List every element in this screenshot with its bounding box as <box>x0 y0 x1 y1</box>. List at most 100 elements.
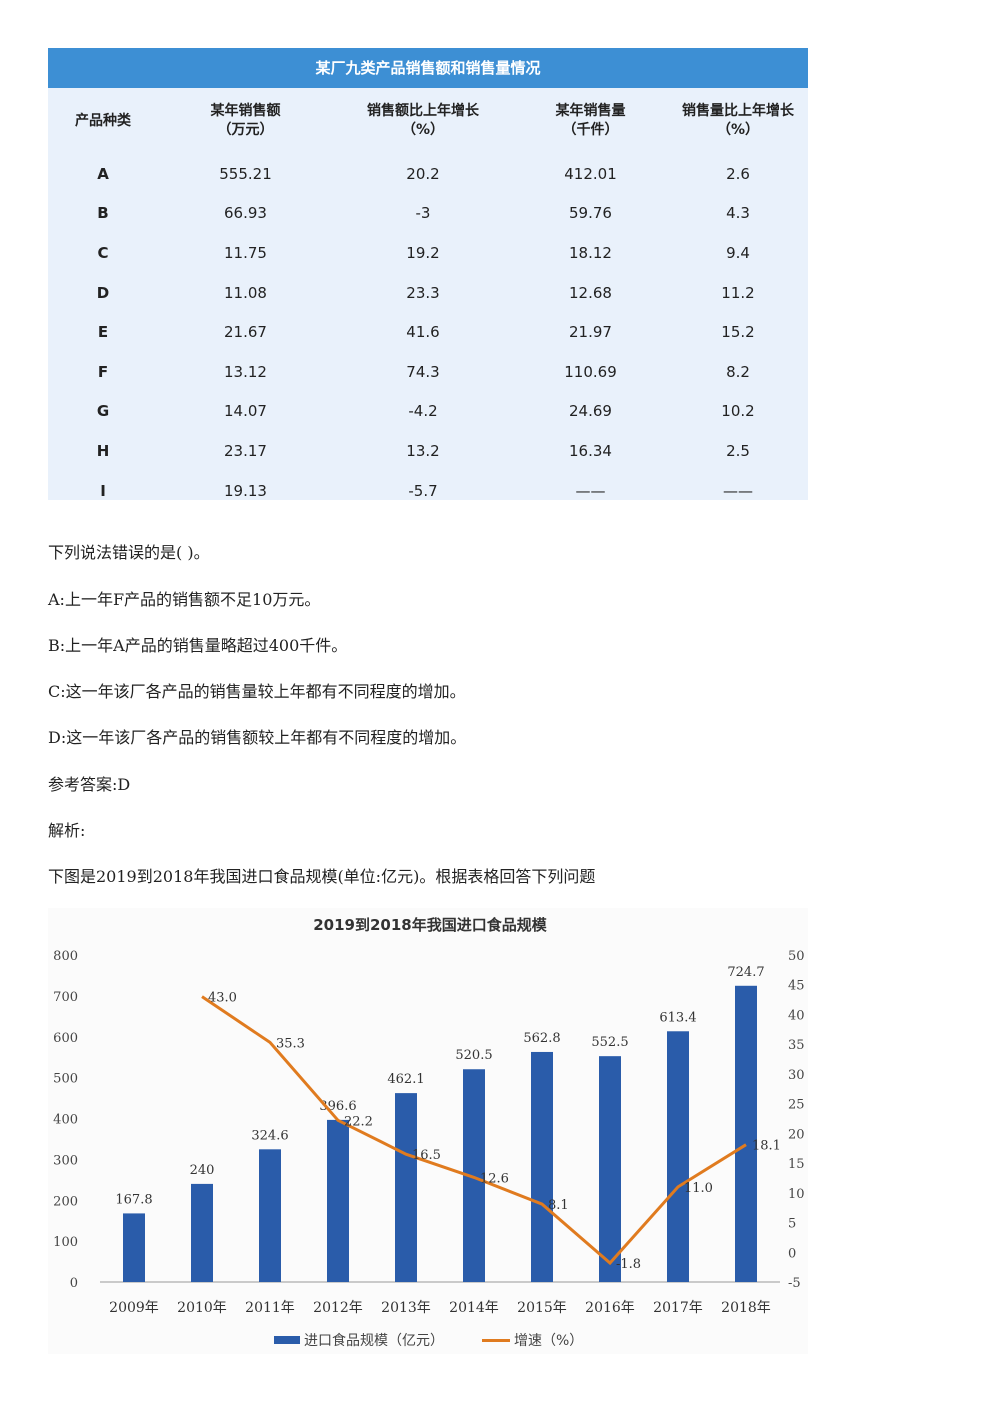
right-axis-tick-label: 25 <box>788 1098 805 1113</box>
product-cell: H <box>96 441 110 460</box>
value-cell: 18.12 <box>569 243 612 262</box>
table-row: B 66.93 -3 59.76 4.3 <box>48 194 808 234</box>
option-d: D:这一年该厂各产品的销售额较上年都有不同程度的增加。 <box>48 728 467 747</box>
right-axis-tick-label: 0 <box>788 1246 796 1261</box>
import-food-chart: 2019到2018年我国进口食品规模 0 100 200 300 400 500 600 70… <box>48 908 808 1354</box>
right-axis-tick-label: 15 <box>788 1157 805 1172</box>
value-cell: 24.69 <box>569 402 612 421</box>
left-axis-tick-label: 100 <box>53 1235 78 1250</box>
value-cell: 23.17 <box>224 441 267 460</box>
table-row: I 19.13 -5.7 —— —— <box>48 471 808 511</box>
legend-bar-item: 进口食品规模（亿元） <box>274 1330 444 1350</box>
question-stem: 下列说法错误的是( )。 <box>48 543 210 562</box>
legend-line-swatch <box>482 1338 510 1342</box>
value-cell: 11.75 <box>224 243 267 262</box>
x-axis-category-label: 2012年 <box>313 1300 363 1316</box>
right-axis-tick-label: 35 <box>788 1038 805 1053</box>
left-axis-tick-label: 700 <box>53 990 78 1005</box>
bar-value-label: 462.1 <box>387 1072 424 1087</box>
right-axis-tick-label: 40 <box>788 1008 805 1023</box>
right-axis-tick-label: -5 <box>788 1276 801 1291</box>
value-cell: 21.97 <box>569 323 612 342</box>
left-axis-tick-label: 300 <box>53 1153 78 1168</box>
right-axis-tick-label: 30 <box>788 1068 805 1083</box>
bar-value-label: 520.5 <box>455 1048 492 1063</box>
x-axis-category-label: 2017年 <box>653 1300 703 1316</box>
value-cell: 19.13 <box>224 481 267 500</box>
bar <box>667 1031 689 1282</box>
value-cell: 14.07 <box>224 402 267 421</box>
table-body: A 555.21 20.2 412.01 2.6 B 66.93 -3 59.76 4.3 C 11.… <box>48 154 808 510</box>
legend-line-label: 增速（%） <box>514 1333 584 1349</box>
table-title: 某厂九类产品销售额和销售量情况 <box>48 48 808 88</box>
option-c: C:这一年该厂各产品的销售量较上年都有不同程度的增加。 <box>48 682 466 701</box>
value-cell: 19.2 <box>406 243 440 262</box>
value-cell: 16.34 <box>569 441 612 460</box>
value-cell: 15.2 <box>721 323 755 342</box>
x-axis-category-label: 2016年 <box>585 1300 635 1316</box>
x-axis-category-label: 2009年 <box>109 1300 159 1316</box>
value-cell: —— <box>723 481 753 500</box>
line-value-label: 8.1 <box>548 1198 569 1213</box>
value-cell: 74.3 <box>406 362 440 381</box>
value-cell: 11.08 <box>224 283 267 302</box>
right-axis-tick-label: 45 <box>788 979 805 994</box>
value-cell: 4.3 <box>726 204 750 223</box>
bar <box>327 1119 349 1282</box>
data-table-figure: 某厂九类产品销售额和销售量情况 产品种类 某年销售额 （万元） 销售额比上年增长 （… <box>48 48 808 500</box>
line-value-label: 18.1 <box>752 1139 781 1154</box>
product-cell: I <box>100 481 106 500</box>
column-header: 销售量比上年增长 （%） <box>682 103 794 138</box>
value-cell: 12.68 <box>569 283 612 302</box>
value-cell: —— <box>575 481 606 500</box>
bar <box>395 1093 417 1282</box>
x-axis-category-label: 2011年 <box>245 1300 295 1316</box>
value-cell: 20.2 <box>406 164 440 183</box>
bar-value-label: 240 <box>190 1163 215 1178</box>
bar <box>735 985 757 1282</box>
legend-line-item: 增速（%） <box>482 1330 583 1350</box>
bar <box>463 1069 485 1282</box>
line-value-label: -1.8 <box>616 1257 641 1272</box>
value-cell: 66.93 <box>224 204 267 223</box>
product-cell: G <box>96 402 110 421</box>
line-data-labels: 43.0 35.3 22.2 16.5 12.6 8.1 -1.8 11.0 18.1 <box>208 991 781 1272</box>
column-header: 某年销售额 （万元） <box>210 103 281 138</box>
value-cell: 59.76 <box>569 204 612 223</box>
bar-value-label: 562.8 <box>523 1031 560 1046</box>
legend-bar-label: 进口食品规模（亿元） <box>304 1333 444 1349</box>
line-value-label: 16.5 <box>412 1148 441 1163</box>
table-row: C 11.75 19.2 18.12 9.4 <box>48 233 808 273</box>
table-header-row: 产品种类 某年销售额 （万元） 销售额比上年增长 （%） 某年销售量 （千件） 销售量比… <box>48 88 808 154</box>
x-axis-category-label: 2018年 <box>721 1300 771 1316</box>
x-axis-labels: 2009年 2010年 2011年 2012年 2013年 2014年 2015年 2016年… <box>109 1300 771 1316</box>
value-cell: 2.5 <box>726 441 750 460</box>
product-cell: A <box>97 164 109 183</box>
bar-value-label: 167.8 <box>115 1192 152 1207</box>
left-axis-tick-label: 800 <box>53 949 78 964</box>
line-value-label: 22.2 <box>344 1114 373 1129</box>
left-axis-tick-label: 200 <box>53 1194 78 1209</box>
bar-value-label: 724.7 <box>727 965 764 980</box>
value-cell: 23.3 <box>406 283 440 302</box>
value-cell: 9.4 <box>726 243 750 262</box>
x-axis-category-label: 2013年 <box>381 1300 431 1316</box>
table-row: E 21.67 41.6 21.97 15.2 <box>48 312 808 352</box>
product-cell: C <box>97 243 109 262</box>
right-axis-ticks: -5 0 5 10 15 20 25 30 35 40 45 50 <box>788 949 805 1291</box>
value-cell: 41.6 <box>406 323 440 342</box>
chart-intro-text: 下图是2019到2018年我国进口食品规模(单位:亿元)。根据表格回答下列问题 <box>48 867 596 886</box>
value-cell: 13.12 <box>224 362 267 381</box>
bar-value-label: 552.5 <box>591 1035 628 1050</box>
analysis-label: 解析: <box>48 821 86 840</box>
table-row: D 11.08 23.3 12.68 11.2 <box>48 273 808 313</box>
column-header: 产品种类 <box>75 112 131 129</box>
line-value-label: 11.0 <box>684 1181 713 1196</box>
value-cell: 412.01 <box>564 164 617 183</box>
product-cell: B <box>97 204 109 223</box>
bar <box>531 1051 553 1282</box>
right-axis-tick-label: 50 <box>788 949 805 964</box>
bar <box>259 1149 281 1282</box>
table-row: F 13.12 74.3 110.69 8.2 <box>48 352 808 392</box>
value-cell: 555.21 <box>219 164 272 183</box>
